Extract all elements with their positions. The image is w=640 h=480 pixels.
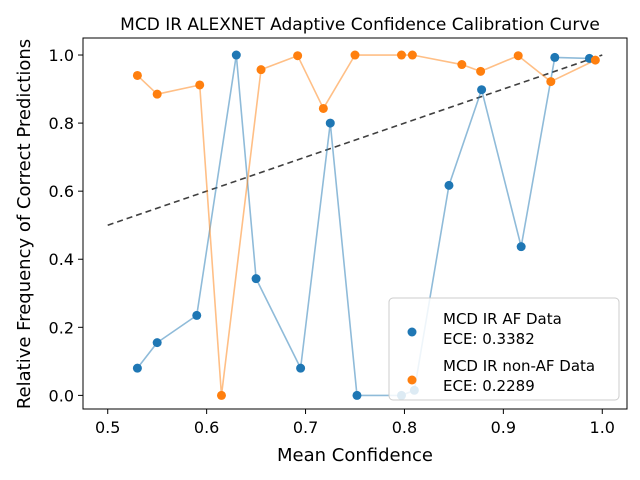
data-point-series-1 xyxy=(396,50,406,60)
data-point-series-0 xyxy=(152,338,162,348)
data-point-series-0 xyxy=(550,52,560,62)
data-point-series-0 xyxy=(352,390,362,400)
y-tick-label: 0.2 xyxy=(49,318,74,337)
legend-ece-non-af: ECE: 0.2289 xyxy=(443,377,535,395)
x-tick-label: 0.8 xyxy=(392,418,417,437)
data-point-series-0 xyxy=(477,85,487,95)
plot-frame xyxy=(82,37,628,410)
chart-title: MCD IR ALEXNET Adaptive Confidence Calib… xyxy=(120,15,600,35)
data-point-series-0 xyxy=(192,310,202,320)
data-point-series-1 xyxy=(152,89,162,99)
data-point-series-1 xyxy=(513,51,523,61)
legend-label-non-af: MCD IR non-AF Data xyxy=(443,357,595,375)
data-point-series-1 xyxy=(256,65,266,75)
y-tick-label: 0.8 xyxy=(49,114,74,133)
x-tick-label: 0.7 xyxy=(293,418,318,437)
y-tick-label: 0.0 xyxy=(49,386,74,405)
x-tick-label: 0.5 xyxy=(95,418,120,437)
legend-marker-non-af xyxy=(407,375,417,385)
data-point-series-1 xyxy=(407,50,417,60)
data-point-series-0 xyxy=(444,180,454,190)
legend-label-af: MCD IR AF Data xyxy=(443,310,562,328)
x-tick-label: 0.9 xyxy=(491,418,516,437)
x-axis-label: Mean Confidence xyxy=(277,445,433,466)
x-tick-label: 1.0 xyxy=(590,418,615,437)
x-axis: 0.5 0.6 0.7 0.8 0.9 1.0 xyxy=(95,409,615,437)
data-point-series-1 xyxy=(132,70,142,80)
y-tick-label: 1.0 xyxy=(49,46,74,65)
y-axis-label: Relative Frequency of Correct Prediction… xyxy=(14,39,35,409)
series-layer xyxy=(107,50,603,400)
data-point-series-1 xyxy=(457,60,467,70)
data-point-series-1 xyxy=(216,390,226,400)
data-point-series-1 xyxy=(590,55,600,65)
reference-line xyxy=(107,54,603,226)
data-point-series-0 xyxy=(296,363,306,373)
legend-box xyxy=(388,297,620,401)
y-tick-label: 0.4 xyxy=(49,250,74,269)
legend: MCD IR AF Data ECE: 0.3382 MCD IR non-AF… xyxy=(388,297,620,401)
data-point-series-1 xyxy=(318,103,328,113)
data-point-series-0 xyxy=(132,363,142,373)
data-point-series-0 xyxy=(516,242,526,252)
data-point-series-1 xyxy=(546,77,556,87)
data-point-series-1 xyxy=(195,80,205,90)
data-point-series-0 xyxy=(251,274,261,284)
data-point-series-0 xyxy=(231,50,241,60)
data-point-series-1 xyxy=(293,51,303,61)
legend-marker-af xyxy=(407,327,417,337)
data-point-series-0 xyxy=(325,118,335,128)
data-point-series-1 xyxy=(350,50,360,60)
y-tick-label: 0.6 xyxy=(49,182,74,201)
y-axis: 0.0 0.2 0.4 0.6 0.8 1.0 xyxy=(49,46,83,405)
data-point-series-1 xyxy=(476,66,486,76)
x-tick-label: 0.6 xyxy=(194,418,219,437)
legend-ece-af: ECE: 0.3382 xyxy=(443,330,535,348)
